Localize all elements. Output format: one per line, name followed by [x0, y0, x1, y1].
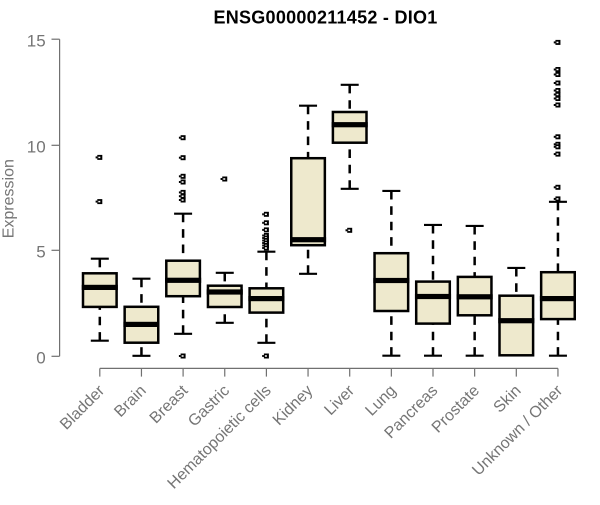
svg-text:10: 10: [27, 138, 46, 157]
svg-text:ENSG00000211452 - DIO1: ENSG00000211452 - DIO1: [213, 8, 437, 28]
svg-text:Expression: Expression: [1, 159, 18, 238]
svg-text:15: 15: [27, 32, 46, 51]
svg-text:5: 5: [36, 243, 45, 262]
svg-text:0: 0: [36, 349, 45, 368]
